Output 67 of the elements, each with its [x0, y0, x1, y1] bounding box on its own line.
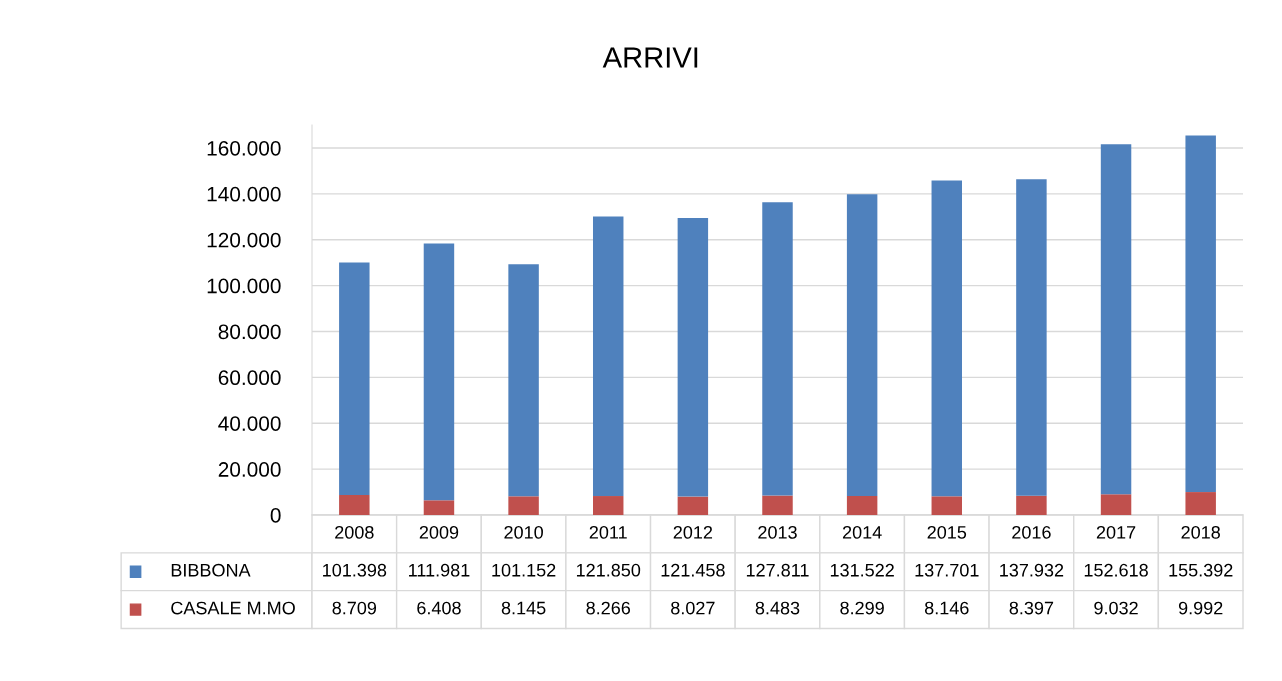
x-tick-label: 2016 — [1012, 525, 1051, 539]
x-tick-label: 2009 — [419, 525, 459, 539]
data-label: 8.483 — [755, 601, 800, 615]
y-tick-label: 20.000 — [218, 462, 281, 477]
bar — [508, 496, 539, 515]
y-tick-label: 100.000 — [207, 278, 281, 294]
x-tick-label: 2015 — [927, 525, 967, 539]
legend-label: CASALE M.MO — [171, 601, 295, 615]
bar — [1100, 494, 1132, 515]
bar — [1016, 179, 1047, 496]
bar — [931, 496, 963, 515]
bar — [592, 496, 624, 515]
y-tick-label: 160.000 — [207, 140, 281, 156]
bar — [1100, 144, 1132, 495]
y-tick-label: 60.000 — [218, 370, 281, 386]
chart-title: ARRIVI — [602, 47, 698, 68]
bar — [1185, 135, 1216, 493]
data-label: 121.850 — [576, 563, 641, 577]
bar — [677, 217, 709, 497]
data-label: 8.397 — [1009, 601, 1054, 615]
data-label: 101.398 — [323, 563, 387, 577]
y-tick-label: 40.000 — [218, 416, 281, 431]
bar — [1185, 492, 1216, 515]
x-tick-label: 2018 — [1181, 525, 1220, 539]
bar — [508, 264, 539, 497]
data-label: 131.522 — [830, 563, 894, 577]
x-tick-label: 2017 — [1096, 525, 1136, 539]
x-tick-label: 2010 — [504, 525, 543, 539]
data-label: 8.266 — [586, 601, 631, 615]
bar — [1016, 495, 1047, 515]
bar — [931, 180, 963, 497]
data-label: 8.027 — [671, 601, 715, 615]
bar — [423, 243, 455, 501]
data-label: 111.981 — [409, 563, 470, 577]
data-label: 155.392 — [1169, 563, 1233, 577]
bar — [846, 495, 878, 515]
bar — [592, 216, 624, 497]
bar — [423, 500, 455, 515]
bar — [762, 202, 793, 496]
data-label: 8.145 — [501, 601, 546, 615]
x-tick-label: 2011 — [589, 525, 627, 539]
data-label: 137.701 — [915, 563, 979, 577]
y-tick-label: 80.000 — [218, 324, 281, 340]
x-tick-label: 2008 — [335, 525, 374, 539]
bar — [339, 495, 370, 515]
y-tick-label: 120.000 — [207, 232, 281, 248]
data-label: 9.032 — [1094, 601, 1138, 615]
data-label: 152.618 — [1084, 563, 1148, 577]
bar — [846, 194, 878, 496]
x-tick-label: 2014 — [842, 525, 882, 539]
data-label: 9.992 — [1178, 601, 1223, 615]
data-label: 8.709 — [332, 601, 377, 615]
data-label: 8.146 — [924, 601, 969, 615]
y-tick-label: 140.000 — [207, 186, 281, 202]
x-tick-label: 2013 — [758, 525, 797, 539]
bar — [762, 495, 793, 515]
data-label: 127.811 — [746, 563, 809, 577]
data-label: 101.152 — [492, 563, 556, 577]
bar — [339, 262, 370, 496]
data-label: 121.458 — [661, 563, 725, 577]
x-tick-label: 2012 — [673, 525, 713, 539]
data-label: 6.408 — [417, 601, 461, 615]
data-label: 8.299 — [840, 601, 884, 615]
y-tick-label: 0 — [270, 508, 281, 523]
data-label: 137.932 — [1000, 563, 1064, 577]
legend-label: BIBBONA — [171, 563, 251, 577]
bar — [677, 496, 709, 515]
